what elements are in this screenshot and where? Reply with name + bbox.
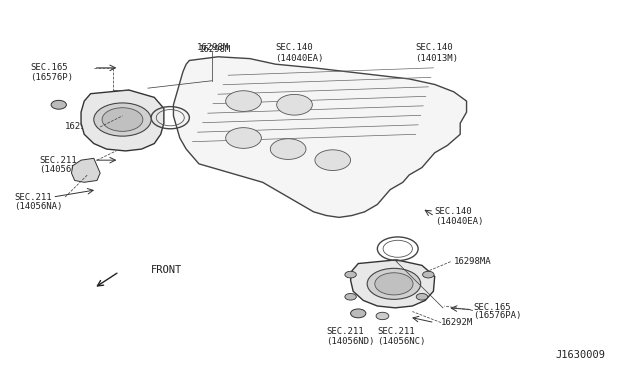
Text: (14056NC): (14056NC) (378, 337, 426, 346)
Text: (14040EA): (14040EA) (435, 217, 483, 225)
Text: SEC.140: SEC.140 (415, 43, 453, 52)
Text: (16576P): (16576P) (30, 73, 73, 81)
Circle shape (345, 271, 356, 278)
Text: (14013M): (14013M) (415, 54, 459, 63)
Text: 16298MA: 16298MA (454, 257, 492, 266)
Circle shape (375, 273, 413, 295)
Polygon shape (72, 158, 100, 182)
Text: (14040EA): (14040EA) (275, 54, 324, 63)
Text: SEC.211: SEC.211 (326, 327, 364, 336)
Circle shape (94, 103, 151, 136)
Text: SEC.211: SEC.211 (40, 155, 77, 165)
Circle shape (270, 139, 306, 160)
Text: SEC.140: SEC.140 (435, 207, 472, 217)
Circle shape (376, 312, 389, 320)
Text: J1630009: J1630009 (556, 350, 606, 360)
Text: SEC.140: SEC.140 (275, 43, 313, 52)
Polygon shape (81, 90, 164, 151)
Text: (14056ND): (14056ND) (326, 337, 375, 346)
Text: 16292M: 16292M (441, 318, 474, 327)
Text: SEC.165: SEC.165 (30, 63, 68, 72)
Circle shape (102, 108, 143, 131)
Text: 16298M: 16298M (197, 43, 229, 52)
Circle shape (315, 150, 351, 170)
Circle shape (276, 94, 312, 115)
Circle shape (416, 294, 428, 300)
Text: (14056NA): (14056NA) (14, 202, 63, 211)
Text: FRONT: FRONT (151, 265, 182, 275)
Circle shape (422, 271, 434, 278)
Text: 16298M: 16298M (199, 45, 231, 54)
Text: (16576PA): (16576PA) (473, 311, 522, 320)
Text: (14056NB): (14056NB) (40, 165, 88, 174)
Text: SEC.211: SEC.211 (14, 193, 52, 202)
Polygon shape (351, 260, 435, 308)
Circle shape (51, 100, 67, 109)
Circle shape (226, 128, 261, 148)
Circle shape (226, 91, 261, 112)
Text: SEC.165: SEC.165 (473, 303, 511, 312)
Circle shape (345, 294, 356, 300)
Text: SEC.211: SEC.211 (378, 327, 415, 336)
Circle shape (367, 268, 420, 299)
Circle shape (351, 309, 366, 318)
Polygon shape (173, 57, 467, 217)
Text: 16292M: 16292M (65, 122, 97, 131)
